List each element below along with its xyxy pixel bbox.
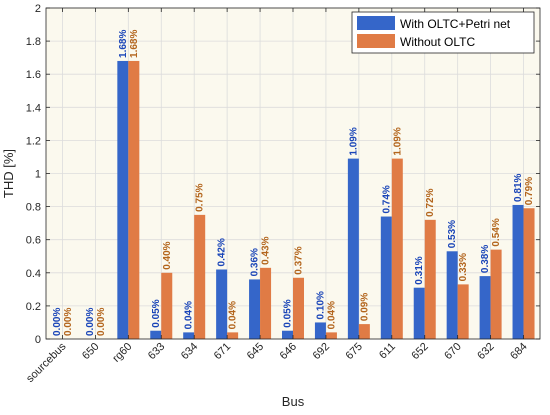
bar-with-oltc-684	[512, 204, 524, 339]
bar-with-oltc-692	[314, 322, 326, 339]
bar-without-oltc-645	[260, 267, 272, 339]
data-label: 0.72%	[425, 188, 436, 216]
bar-without-oltc-rg60	[128, 60, 140, 340]
bars-group	[117, 60, 535, 340]
legend-swatch-without-oltc	[357, 34, 395, 48]
data-label: 0.10%	[315, 291, 326, 319]
x-tick-label: 611	[377, 341, 398, 362]
y-axis-title: THD [%]	[1, 149, 16, 198]
x-tick-label: 645	[245, 341, 266, 362]
data-label: 0.00%	[96, 308, 107, 336]
legend-label-without-oltc: Without OLTC	[400, 35, 475, 49]
data-label: 0.05%	[283, 299, 294, 327]
x-tick-label: 633	[146, 341, 167, 362]
data-label: 0.74%	[381, 185, 392, 213]
y-axis-ticks: 0 0.2 0.4 0.6 0.8 1 1.2 1.4 1.6 1.8 2	[26, 3, 540, 346]
data-label: 0.36%	[250, 248, 261, 276]
x-tick-label: rg60	[110, 341, 134, 365]
x-tick-label: 684	[508, 341, 529, 362]
data-label: 0.04%	[326, 301, 337, 329]
x-tick-label: sourcebus	[24, 340, 69, 385]
data-label: 0.00%	[63, 308, 74, 336]
data-label: 1.68%	[118, 29, 129, 57]
bar-with-oltc-671	[216, 269, 228, 339]
bar-with-oltc-670	[446, 251, 458, 339]
y-tick-label: 1.6	[26, 69, 41, 81]
bar-with-oltc-632	[479, 276, 491, 339]
legend: With OLTC+Petri net Without OLTC	[351, 11, 535, 54]
x-tick-label: 634	[179, 341, 200, 362]
data-label: 0.43%	[261, 236, 272, 264]
x-tick-label: 671	[212, 341, 233, 362]
bar-with-oltc-675	[347, 158, 359, 339]
bar-with-oltc-rg60	[117, 60, 129, 340]
data-label: 0.75%	[195, 183, 206, 211]
data-labels-group: 0.00% 0.00% 0.00% 0.00%1.68% 1.68%0.05%0.40%…	[52, 29, 535, 336]
bar-without-oltc-611	[391, 158, 403, 339]
y-tick-label: 0.6	[26, 235, 41, 247]
data-label: 0.00%	[85, 308, 96, 336]
y-tick-label: 0.2	[26, 301, 41, 313]
data-label: 0.54%	[491, 218, 502, 246]
x-tick-label: 675	[344, 341, 365, 362]
bar-without-oltc-652	[424, 219, 436, 339]
x-tick-label: 646	[278, 341, 299, 362]
bar-with-oltc-611	[380, 216, 392, 339]
data-label: 1.09%	[348, 127, 359, 155]
data-label: 1.68%	[129, 29, 140, 57]
y-tick-label: 2	[35, 3, 41, 15]
data-label: 0.53%	[447, 220, 458, 248]
data-label: 0.40%	[162, 241, 173, 269]
data-label: 0.00%	[52, 308, 63, 336]
bar-with-oltc-633	[150, 330, 162, 339]
data-label: 0.09%	[359, 293, 370, 321]
data-label: 0.04%	[228, 301, 239, 329]
bar-without-oltc-671	[227, 332, 239, 339]
bar-without-oltc-632	[490, 249, 502, 339]
y-tick-label: 0.4	[26, 268, 41, 280]
bar-with-oltc-645	[249, 279, 261, 339]
x-tick-label: 632	[475, 341, 496, 362]
bar-without-oltc-634	[194, 214, 206, 339]
data-label: 0.42%	[217, 238, 228, 266]
x-axis-title: Bus	[282, 394, 305, 409]
y-tick-label: 0.8	[26, 202, 41, 214]
bar-without-oltc-692	[325, 332, 337, 339]
legend-swatch-with-oltc	[357, 16, 395, 30]
bar-without-oltc-646	[293, 277, 304, 339]
bar-without-oltc-633	[161, 272, 173, 339]
y-tick-label: 0	[35, 334, 41, 346]
bar-with-oltc-652	[413, 287, 425, 339]
bar-without-oltc-670	[457, 284, 469, 339]
data-label: 0.79%	[524, 177, 535, 205]
x-tick-label: 670	[442, 341, 463, 362]
data-label: 0.04%	[184, 301, 195, 329]
data-label: 0.33%	[458, 253, 469, 281]
x-tick-label: 692	[311, 341, 332, 362]
bar-with-oltc-634	[183, 332, 195, 339]
x-tick-label: 652	[409, 341, 430, 362]
legend-label-with-oltc: With OLTC+Petri net	[400, 17, 511, 31]
data-label: 1.09%	[392, 127, 403, 155]
x-tick-label: 650	[80, 341, 101, 362]
data-label: 0.81%	[513, 173, 524, 201]
data-label: 0.37%	[294, 246, 305, 274]
bar-with-oltc-646	[282, 330, 293, 339]
data-label: 0.38%	[480, 245, 491, 273]
bar-without-oltc-684	[523, 208, 535, 339]
y-tick-label: 1.2	[26, 135, 41, 147]
data-label: 0.05%	[151, 299, 162, 327]
y-tick-label: 1.4	[26, 102, 41, 114]
bar-without-oltc-675	[358, 324, 370, 339]
data-label: 0.31%	[414, 256, 425, 284]
y-tick-label: 1.8	[26, 36, 41, 48]
y-tick-label: 1	[35, 169, 41, 181]
